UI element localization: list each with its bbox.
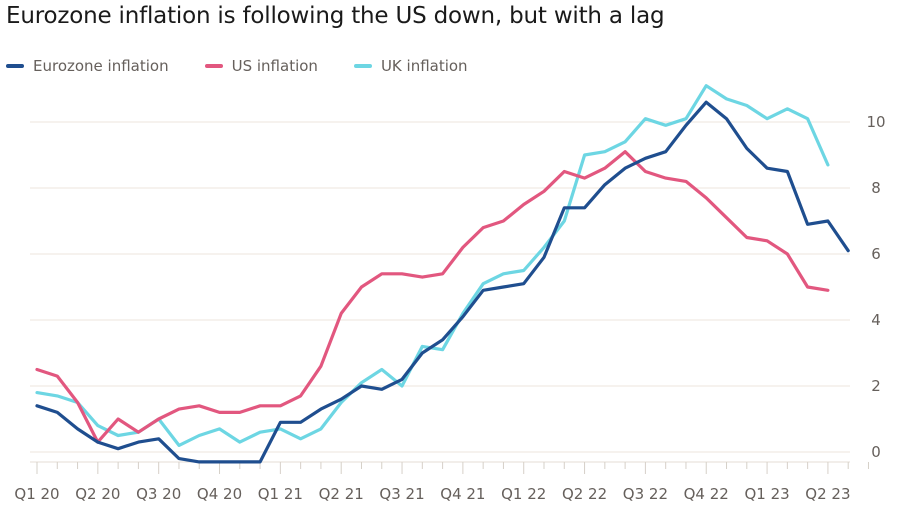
legend-swatch-uk [353, 64, 372, 68]
x-tick-label: Q1 23 [744, 485, 789, 503]
y-tick-label: 6 [871, 245, 881, 263]
x-tick-label: Q1 20 [14, 485, 59, 503]
x-tick-label: Q2 22 [562, 485, 607, 503]
x-tick-label: Q4 21 [440, 485, 485, 503]
gridlines [30, 121, 850, 453]
y-tick-label: 10 [866, 113, 885, 131]
x-tick-label: Q3 22 [623, 485, 668, 503]
legend-swatch-eurozone [6, 64, 24, 68]
legend-label-eurozone: Eurozone inflation [33, 57, 169, 75]
legend-swatch-us [204, 64, 223, 68]
y-tick-label: 4 [871, 311, 881, 329]
x-tick-label: Q2 23 [805, 485, 850, 503]
x-tick-label: Q3 21 [379, 485, 424, 503]
x-tick-label: Q2 21 [319, 485, 364, 503]
x-axis: Q1 20 Q2 20 Q3 20 Q4 20 Q1 21 Q2 21 Q3 21 Q4 21… [14, 461, 869, 503]
chart-title: Eurozone inflation is following the US d… [6, 3, 665, 29]
legend-item-uk: UK inflation [353, 57, 468, 75]
y-tick-label: 2 [871, 377, 881, 395]
legend-item-us: US inflation [204, 57, 318, 75]
series-lines [35, 84, 850, 464]
legend: Eurozone inflation US inflation UK infla… [6, 57, 504, 75]
x-tick-label: Q2 20 [75, 485, 120, 503]
legend-item-eurozone: Eurozone inflation [6, 57, 169, 75]
y-tick-label: 0 [871, 443, 881, 461]
series-line-uk-inflation [35, 84, 830, 447]
series-line-us-inflation [35, 150, 830, 444]
y-tick-label: 8 [871, 179, 881, 197]
y-axis: 0 2 4 6 8 10 [866, 113, 885, 461]
x-tick-label: Q1 21 [258, 485, 303, 503]
x-tick-label: Q4 22 [684, 485, 729, 503]
legend-label-uk: UK inflation [380, 57, 468, 75]
x-tick-label: Q4 20 [197, 485, 242, 503]
x-tick-label: Q3 20 [136, 485, 181, 503]
x-tick-label: Q1 22 [501, 485, 546, 503]
legend-label-us: US inflation [231, 57, 318, 75]
series-line-eurozone-inflation [35, 100, 850, 464]
